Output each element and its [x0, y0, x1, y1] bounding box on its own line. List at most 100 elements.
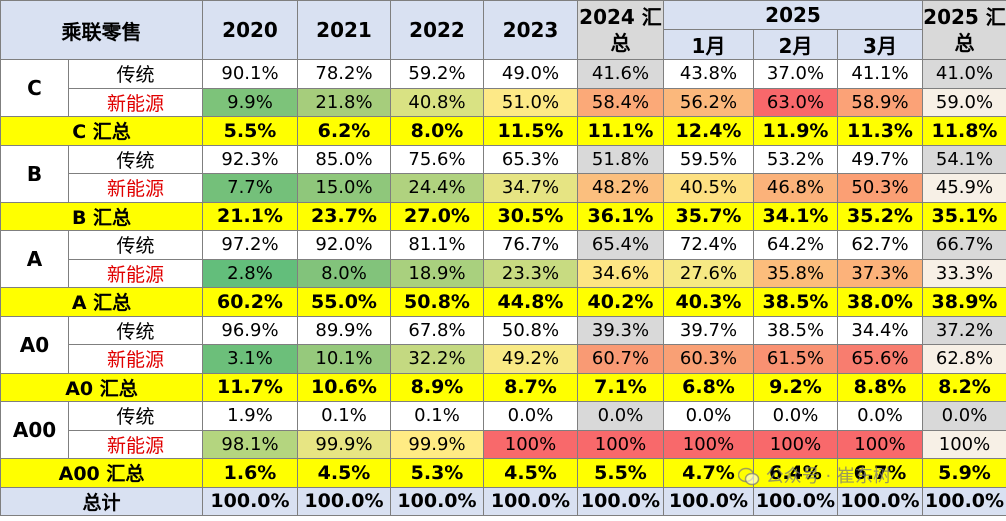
- segment-summary-label: C 汇总: [0, 116, 203, 146]
- segment-label: A: [0, 230, 69, 288]
- table-row: A00 传统 1.9% 0.1% 0.1% 0.0% 0.0% 0.0% 0.0% 0.0% 0.0…: [0, 401, 1006, 459]
- traditional-share-cell: 72.4%: [663, 230, 754, 260]
- segment-summary-cell: 21.1%: [202, 201, 298, 231]
- segment-summary-row: C 汇总 5.5% 6.2% 8.0% 11.5% 11.1% 12.4% 11.9% 11.3…: [0, 116, 1006, 146]
- segment-summary-label: A0 汇总: [0, 372, 203, 402]
- traditional-share-cell: 49.0%: [483, 59, 578, 89]
- nev-share-cell: 23.3%: [483, 258, 578, 288]
- traditional-share-cell: 64.2%: [753, 230, 838, 260]
- nev-share-cell: 100%: [663, 429, 754, 459]
- total-cell: 100.0%: [297, 486, 391, 516]
- traditional-share-cell: 0.0%: [837, 401, 923, 431]
- nev-share-cell: 59.0%: [922, 87, 1006, 117]
- traditional-share-cell: 54.1%: [922, 144, 1006, 174]
- traditional-share-cell: 38.5%: [753, 315, 838, 345]
- nev-share-cell: 45.9%: [922, 173, 1006, 203]
- nev-share-cell: 100%: [577, 429, 664, 459]
- segment-summary-label: A 汇总: [0, 287, 203, 317]
- year-2025-header: 2025: [663, 0, 923, 30]
- nev-share-cell: 46.8%: [753, 173, 838, 203]
- nev-share-cell: 21.8%: [297, 87, 391, 117]
- year-2020-header: 2020: [202, 0, 298, 60]
- nev-share-cell: 49.2%: [483, 344, 578, 374]
- segment-summary-cell: 38.5%: [753, 287, 838, 317]
- year-2021-header: 2021: [297, 0, 391, 60]
- row-label-traditional: 传统: [68, 59, 203, 89]
- nev-share-cell: 34.7%: [483, 173, 578, 203]
- segment-summary-cell: 44.8%: [483, 287, 578, 317]
- segment-summary-cell: 35.1%: [922, 201, 1006, 231]
- nev-share-cell: 33.3%: [922, 258, 1006, 288]
- traditional-share-cell: 97.2%: [202, 230, 298, 260]
- nev-share-cell: 51.0%: [483, 87, 578, 117]
- segment-summary-cell: 4.7%: [663, 458, 754, 488]
- segment-summary-cell: 8.2%: [922, 372, 1006, 402]
- nev-share-cell: 9.9%: [202, 87, 298, 117]
- segment-summary-cell: 27.0%: [390, 201, 484, 231]
- traditional-share-cell: 81.1%: [390, 230, 484, 260]
- traditional-share-cell: 50.8%: [483, 315, 578, 345]
- segment-summary-row: A0 汇总 11.7% 10.6% 8.9% 8.7% 7.1% 6.8% 9.2% 8.8% 8…: [0, 372, 1006, 402]
- nev-share-cell: 37.3%: [837, 258, 923, 288]
- total-2025-header: 2025 汇总: [922, 0, 1006, 60]
- segment-summary-cell: 9.2%: [753, 372, 838, 402]
- traditional-share-cell: 62.7%: [837, 230, 923, 260]
- total-cell: 100.0%: [483, 486, 578, 516]
- segment-summary-cell: 6.7%: [837, 458, 923, 488]
- segment-summary-cell: 23.7%: [297, 201, 391, 231]
- nev-share-cell: 3.1%: [202, 344, 298, 374]
- row-label-nev: 新能源: [68, 344, 203, 374]
- traditional-share-cell: 41.6%: [577, 59, 664, 89]
- segment-label: B: [0, 144, 69, 203]
- month-jan-header: 1月: [663, 29, 754, 60]
- total-cell: 100.0%: [202, 486, 298, 516]
- segment-summary-cell: 5.3%: [390, 458, 484, 488]
- segment-summary-cell: 8.0%: [390, 116, 484, 146]
- total-cell: 100.0%: [390, 486, 484, 516]
- nev-share-cell: 8.0%: [297, 258, 391, 288]
- traditional-share-cell: 37.0%: [753, 59, 838, 89]
- traditional-share-cell: 1.9%: [202, 401, 298, 431]
- nev-share-cell: 2.8%: [202, 258, 298, 288]
- nev-share-cell: 27.6%: [663, 258, 754, 288]
- nev-share-cell: 35.8%: [753, 258, 838, 288]
- traditional-share-cell: 41.1%: [837, 59, 923, 89]
- table-row: 新能源 98.1% 99.9% 99.9% 100% 100% 100% 100% 100% 10…: [1, 429, 1006, 459]
- year-2022-header: 2022: [390, 0, 484, 60]
- traditional-share-cell: 0.1%: [390, 401, 484, 431]
- total-cell: 100.0%: [577, 486, 664, 516]
- table-row: 新能源 3.1% 10.1% 32.2% 49.2% 60.7% 60.3% 61.5% 65.…: [1, 344, 1006, 374]
- nev-share-cell: 99.9%: [390, 429, 484, 459]
- segment-summary-row: A 汇总 60.2% 55.0% 50.8% 44.8% 40.2% 40.3% 38.5% 3…: [0, 287, 1006, 317]
- nev-share-cell: 58.4%: [577, 87, 664, 117]
- segment-summary-cell: 12.4%: [663, 116, 754, 146]
- traditional-share-cell: 0.0%: [577, 401, 664, 431]
- traditional-share-cell: 89.9%: [297, 315, 391, 345]
- nev-share-cell: 24.4%: [390, 173, 484, 203]
- traditional-share-cell: 0.1%: [297, 401, 391, 431]
- segment-summary-cell: 11.8%: [922, 116, 1006, 146]
- table-row: A 传统 97.2% 92.0% 81.1% 76.7% 65.4% 72.4% 64.2% 62…: [0, 230, 1006, 288]
- segment-label: A00: [0, 401, 69, 459]
- nev-share-cell: 40.5%: [663, 173, 754, 203]
- segment-summary-cell: 11.3%: [837, 116, 923, 146]
- traditional-share-cell: 59.5%: [663, 144, 754, 174]
- traditional-share-cell: 92.3%: [202, 144, 298, 174]
- row-label-traditional: 传统: [68, 401, 203, 431]
- traditional-share-cell: 0.0%: [483, 401, 578, 431]
- table-row: B 传统 92.3% 85.0% 75.6% 65.3% 51.8% 59.5% 53.2% 49…: [0, 144, 1006, 203]
- traditional-share-cell: 92.0%: [297, 230, 391, 260]
- segment-summary-label: A00 汇总: [0, 458, 203, 488]
- traditional-share-cell: 59.2%: [390, 59, 484, 89]
- segment-summary-cell: 10.6%: [297, 372, 391, 402]
- traditional-share-cell: 34.4%: [837, 315, 923, 345]
- nev-share-cell: 100%: [837, 429, 923, 459]
- nev-share-cell: 100%: [753, 429, 838, 459]
- segment-summary-cell: 6.8%: [663, 372, 754, 402]
- traditional-share-cell: 67.8%: [390, 315, 484, 345]
- traditional-share-cell: 65.3%: [483, 144, 578, 174]
- segment-summary-cell: 4.5%: [297, 458, 391, 488]
- month-feb-header: 2月: [753, 29, 838, 60]
- nev-share-cell: 15.0%: [297, 173, 391, 203]
- nev-share-cell: 32.2%: [390, 344, 484, 374]
